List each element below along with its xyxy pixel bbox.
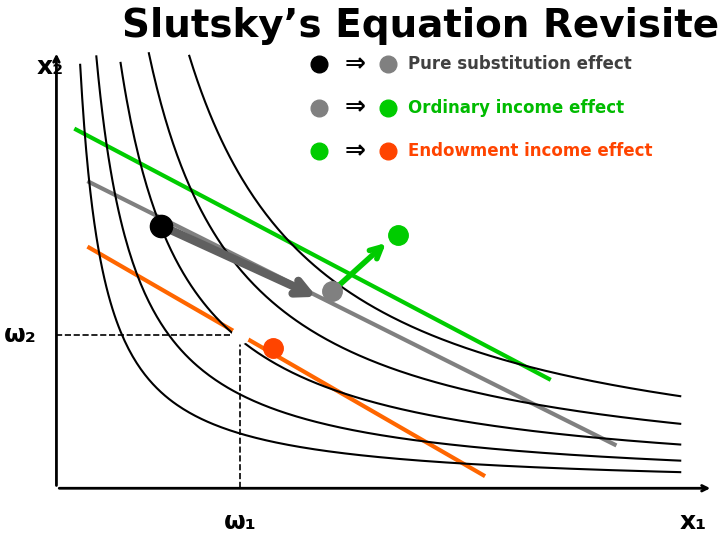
- Text: ω₁: ω₁: [224, 510, 256, 534]
- Text: x₂: x₂: [37, 55, 64, 79]
- Text: Slutsky’s Equation Revisited: Slutsky’s Equation Revisited: [122, 7, 720, 45]
- Text: ⇒: ⇒: [345, 139, 366, 164]
- Text: Ordinary income effect: Ordinary income effect: [408, 99, 624, 117]
- Text: x₁: x₁: [680, 510, 706, 534]
- Text: ⇒: ⇒: [345, 52, 366, 76]
- Text: Pure substitution effect: Pure substitution effect: [408, 55, 631, 73]
- Text: ⇒: ⇒: [345, 96, 366, 120]
- Text: ω₂: ω₂: [4, 323, 37, 347]
- Text: Endowment income effect: Endowment income effect: [408, 143, 652, 160]
